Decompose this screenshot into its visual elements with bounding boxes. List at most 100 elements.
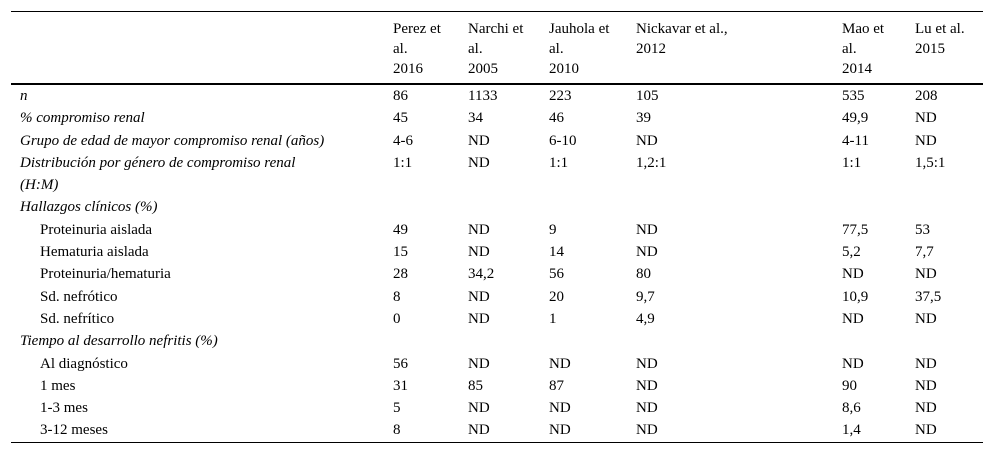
cell-value: 15 [393,244,408,261]
table-row: 3-12 meses 8 ND ND ND 1,4 ND [11,419,983,443]
table-header: Perez et al. 2016 Narchi et al. 2005 Jau… [11,11,983,85]
study-comparison-table: Perez et al. 2016 Narchi et al. 2005 Jau… [11,11,983,443]
table-row: Proteinuria/hematuria 28 34,2 56 80 ND ND [11,263,983,285]
cell-value: ND [636,221,658,238]
cell-value: ND [468,221,490,238]
row-label: Distribución por género de compromiso re… [20,154,296,194]
cell-value: 9,7 [636,288,655,305]
cell-value: ND [636,377,658,394]
table-row: Proteinuria aislada 49 ND 9 ND 77,5 53 [11,219,983,241]
cell-value: 1 [549,310,557,327]
cell-value: ND [549,422,571,439]
table-row: n 86 1133 223 105 535 208 [11,84,983,107]
cell-value [842,330,915,352]
cell-value: ND [915,110,937,127]
row-label: Sd. nefrótico [40,288,118,305]
row-label: Grupo de edad de mayor compromiso renal … [20,132,325,149]
table-row: Tiempo al desarrollo nefritis (%) [11,330,983,352]
cell-value: 5,2 [842,244,861,261]
table-row: Grupo de edad de mayor compromiso renal … [11,130,983,152]
cell-value: 46 [549,110,564,127]
cell-value: 535 [842,88,865,104]
cell-value: 1:1 [549,154,569,171]
cell-value: ND [842,310,864,327]
cell-value: 87 [549,377,564,394]
column-header-mao: Mao et al. 2014 [842,21,885,77]
header-empty-cell [11,12,393,85]
cell-value: 9 [549,221,557,238]
cell-value: ND [468,310,490,327]
cell-value: ND [915,400,937,417]
row-label: Hallazgos clínicos (%) [20,199,158,216]
cell-value [636,330,842,352]
cell-value: 49,9 [842,110,869,127]
cell-value: ND [636,355,658,372]
row-label: % compromiso renal [20,110,145,127]
cell-value: ND [915,310,937,327]
cell-value [549,196,636,218]
cell-value: 5 [393,400,401,417]
cell-value: 105 [636,88,659,104]
row-label: Tiempo al desarrollo nefritis (%) [20,333,218,350]
cell-value: 14 [549,244,564,261]
cell-value: ND [636,132,658,149]
cell-value: ND [842,266,864,283]
cell-value: 6-10 [549,132,577,149]
cell-value [549,330,636,352]
cell-value: 0 [393,310,401,327]
row-label: n [20,88,28,104]
cell-value: 53 [915,221,930,238]
cell-value: 208 [915,88,938,104]
table-row: 1-3 mes 5 ND ND ND 8,6 ND [11,397,983,419]
header-row: Perez et al. 2016 Narchi et al. 2005 Jau… [11,11,983,85]
table-row: 1 mes 31 85 87 ND 90 ND [11,375,983,397]
cell-value: 8 [393,422,401,439]
cell-value [915,196,983,218]
cell-value: 4-11 [842,132,869,149]
cell-value: ND [636,244,658,261]
column-header-perez: Perez et al. 2016 [393,21,441,77]
cell-value: ND [636,422,658,439]
cell-value [468,196,549,218]
cell-value: 86 [393,88,408,104]
column-header-nickavar: Nickavar et al., 2012 [636,21,728,57]
cell-value: 56 [393,355,408,372]
cell-value: 90 [842,377,857,394]
cell-value: ND [468,154,490,171]
cell-value: 7,7 [915,244,934,261]
row-label: Hematuria aislada [40,244,149,261]
cell-value: 45 [393,110,408,127]
row-label: Al diagnóstico [40,355,128,372]
table-row: Hematuria aislada 15 ND 14 ND 5,2 7,7 [11,241,983,263]
cell-value: 8,6 [842,400,861,417]
table-row: Sd. nefrítico 0 ND 1 4,9 ND ND [11,308,983,330]
cell-value [468,330,549,352]
cell-value: 10,9 [842,288,869,305]
cell-value: ND [468,422,490,439]
cell-value: 1,2:1 [636,154,667,171]
cell-value: 1:1 [842,154,862,171]
cell-value: 8 [393,288,401,305]
cell-value: ND [842,355,864,372]
cell-value: 1133 [468,88,498,104]
cell-value: ND [915,132,937,149]
cell-value: 4,9 [636,310,655,327]
cell-value: 31 [393,377,408,394]
cell-value: 1:1 [393,154,413,171]
cell-value [842,196,915,218]
cell-value: 56 [549,266,564,283]
cell-value [915,330,983,352]
cell-value: ND [468,132,490,149]
cell-value: ND [468,244,490,261]
column-header-lu: Lu et al. 2015 [915,21,965,57]
cell-value [393,330,468,352]
cell-value: ND [915,355,937,372]
row-label: Sd. nefrítico [40,310,115,327]
cell-value: ND [468,355,490,372]
table-row: Al diagnóstico 56 ND ND ND ND ND [11,353,983,375]
cell-value: 37,5 [915,288,942,305]
row-label: 1 mes [40,377,76,394]
table-row: Hallazgos clínicos (%) [11,196,983,218]
cell-value: ND [915,422,937,439]
row-label: 3-12 meses [40,422,108,439]
